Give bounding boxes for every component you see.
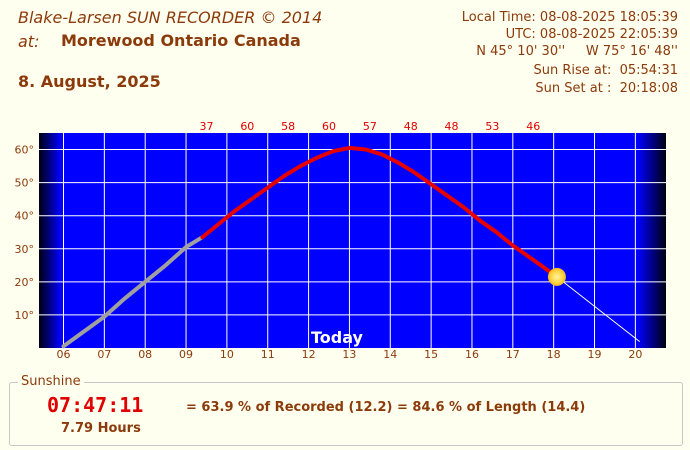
sun-path-chart: 10° 20° 30° 40° 50° 60° 06 07 08 09 10 11 12 13 14 15 1…: [0, 115, 690, 365]
x-tick-label: 14: [383, 348, 397, 361]
x-tick-label: 09: [179, 348, 193, 361]
coordinates: N 45° 10' 30'' W 75° 16' 48'': [476, 44, 678, 59]
x-axis-ticks: 06 07 08 09 10 11 12 13 14 15 16 17 18 19 20: [57, 348, 643, 361]
y-tick-label: 20°: [15, 276, 35, 289]
x-tick-label: 07: [97, 348, 111, 361]
x-tick-label: 11: [261, 348, 275, 361]
sunshine-legend: Sunshine: [18, 374, 84, 389]
sunshine-panel: [9, 382, 683, 446]
top-value-label: 37: [199, 120, 213, 133]
location-name: Morewood Ontario Canada: [61, 31, 301, 50]
x-tick-label: 17: [506, 348, 520, 361]
y-tick-label: 50°: [15, 177, 35, 190]
today-label: Today: [311, 328, 364, 347]
top-value-label: 60: [240, 120, 254, 133]
sunshine-duration: 07:47:11: [47, 393, 144, 417]
x-tick-label: 12: [302, 348, 316, 361]
utc-time: UTC: 08-08-2025 22:05:39: [505, 27, 678, 42]
sky-background: [39, 133, 666, 348]
x-tick-label: 08: [138, 348, 152, 361]
app-title: Blake-Larsen SUN RECORDER © 2014: [18, 8, 323, 27]
x-tick-label: 10: [220, 348, 234, 361]
local-time: Local Time: 08-08-2025 18:05:39: [461, 10, 678, 25]
x-tick-label: 18: [547, 348, 561, 361]
x-tick-label: 20: [628, 348, 642, 361]
sun-path-svg: 10° 20° 30° 40° 50° 60° 06 07 08 09 10 11 12 13 14 15 1…: [15, 120, 666, 361]
x-tick-label: 13: [342, 348, 356, 361]
sunshine-ratio: = 63.9 % of Recorded (12.2) = 84.6 % of …: [186, 400, 586, 415]
remaining-path: [556, 276, 640, 342]
top-value-label: 60: [322, 120, 336, 133]
x-tick-label: 06: [57, 348, 71, 361]
top-value-label: 58: [281, 120, 295, 133]
sunset-time: Sun Set at : 20:18:08: [535, 81, 678, 96]
top-value-label: 57: [363, 120, 377, 133]
sunrise-time: Sun Rise at: 05:54:31: [533, 63, 678, 78]
y-axis-ticks: 10° 20° 30° 40° 50° 60°: [15, 144, 35, 322]
date-heading: 8. August, 2025: [18, 72, 161, 91]
y-tick-label: 40°: [15, 210, 35, 223]
y-tick-label: 60°: [15, 144, 35, 157]
top-value-label: 53: [485, 120, 499, 133]
top-values: 37 60 58 60 57 48 48 53 46: [199, 120, 540, 133]
recorded-path: [61, 235, 205, 349]
top-value-label: 48: [404, 120, 418, 133]
at-label: at:: [18, 32, 40, 51]
sunshine-hours: 7.79 Hours: [61, 421, 141, 436]
sun-marker: [547, 267, 566, 286]
y-tick-label: 30°: [15, 243, 35, 256]
top-value-label: 48: [445, 120, 459, 133]
sunshine-path: [200, 145, 559, 279]
x-tick-label: 15: [424, 348, 438, 361]
y-tick-label: 10°: [15, 309, 35, 322]
sun-path-lines: [61, 145, 640, 349]
x-tick-label: 19: [588, 348, 602, 361]
x-tick-label: 16: [465, 348, 479, 361]
top-value-label: 46: [526, 120, 540, 133]
